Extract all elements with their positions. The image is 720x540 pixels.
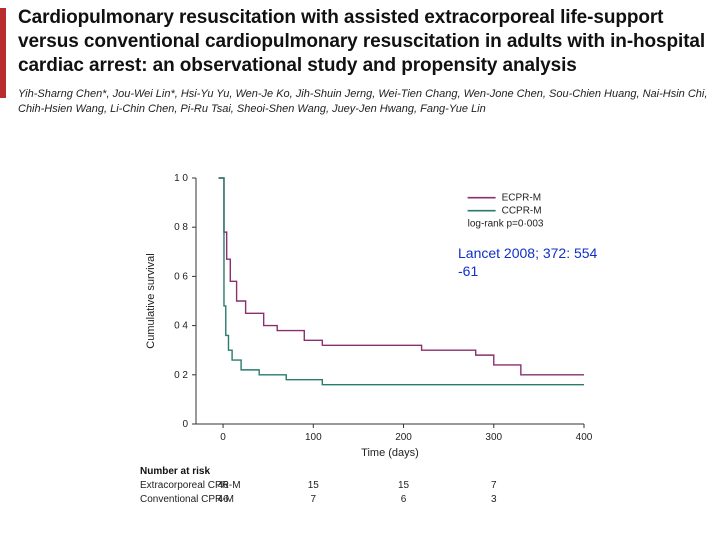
svg-text:ECPR-M: ECPR-M xyxy=(502,193,541,204)
citation: Lancet 2008; 372: 554 -61 xyxy=(458,245,597,280)
svg-text:Cumulative survival: Cumulative survival xyxy=(145,253,157,348)
svg-text:0 6: 0 6 xyxy=(174,271,188,282)
citation-line1: Lancet 2008; 372: 554 xyxy=(458,245,597,261)
svg-text:0: 0 xyxy=(220,432,226,443)
svg-text:200: 200 xyxy=(395,432,412,443)
svg-text:300: 300 xyxy=(485,432,502,443)
title-block: Cardiopulmonary resuscitation with assis… xyxy=(18,6,708,117)
svg-text:log-rank p=0·003: log-rank p=0·003 xyxy=(468,219,544,230)
km-plot: 0 0 2 0 4 0 6 0 8 1 0 Cumulative survival 0 100 2… xyxy=(130,168,610,528)
svg-text:3: 3 xyxy=(491,494,497,505)
svg-text:Number at risk: Number at risk xyxy=(140,466,210,477)
svg-text:100: 100 xyxy=(305,432,322,443)
citation-line2: -61 xyxy=(458,263,478,279)
svg-text:0 4: 0 4 xyxy=(174,321,188,332)
svg-text:7: 7 xyxy=(311,494,317,505)
accent-bar xyxy=(0,8,6,98)
svg-text:Time (days): Time (days) xyxy=(361,447,419,459)
author-list: Yih-Sharng Chen*, Jou-Wei Lin*, Hsi-Yu Y… xyxy=(18,87,708,117)
svg-text:1 0: 1 0 xyxy=(174,173,188,184)
svg-text:6: 6 xyxy=(401,494,407,505)
svg-text:400: 400 xyxy=(576,432,593,443)
svg-text:46: 46 xyxy=(218,494,230,505)
svg-text:0 2: 0 2 xyxy=(174,370,188,381)
paper-title: Cardiopulmonary resuscitation with assis… xyxy=(18,6,708,77)
svg-text:15: 15 xyxy=(308,480,320,491)
svg-text:CCPR-M: CCPR-M xyxy=(502,206,542,217)
svg-text:0 8: 0 8 xyxy=(174,222,188,233)
svg-text:0: 0 xyxy=(182,419,188,430)
svg-text:15: 15 xyxy=(398,480,410,491)
survival-chart: 0 0 2 0 4 0 6 0 8 1 0 Cumulative survival 0 100 2… xyxy=(130,168,610,528)
svg-text:7: 7 xyxy=(491,480,497,491)
svg-text:46: 46 xyxy=(218,480,230,491)
